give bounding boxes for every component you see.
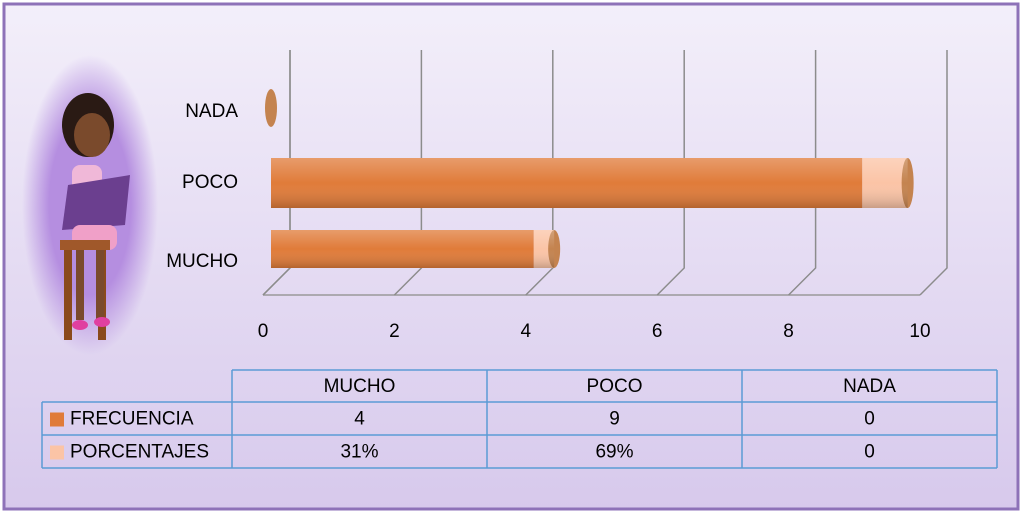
illustration — [22, 55, 158, 355]
y-tick-label: NADA — [185, 101, 238, 122]
grid-line — [919, 50, 948, 296]
table-value: 9 — [609, 409, 620, 430]
table-header: POCO — [587, 376, 643, 397]
x-tick-label: 4 — [521, 321, 532, 342]
bar-cap — [265, 89, 277, 127]
table-value: 0 — [864, 442, 875, 463]
grid-line — [656, 50, 685, 296]
y-tick-label: POCO — [182, 172, 238, 193]
table-value: 4 — [354, 409, 365, 430]
grid-line — [788, 50, 817, 296]
bar-shade — [271, 158, 908, 208]
x-tick-label: 6 — [652, 321, 663, 342]
legend-label: PORCENTAJES — [70, 442, 209, 463]
x-tick-label: 10 — [909, 321, 930, 342]
x-tick-label: 0 — [258, 321, 269, 342]
x-tick-label: 8 — [783, 321, 794, 342]
table-header: MUCHO — [324, 376, 396, 397]
y-tick-label: MUCHO — [166, 251, 238, 272]
x-tick-label: 2 — [389, 321, 400, 342]
table-value: 0 — [864, 409, 875, 430]
table-value: 69% — [595, 442, 633, 463]
legend-swatch — [50, 445, 64, 460]
table-value: 31% — [340, 442, 378, 463]
bar-shade — [271, 230, 555, 268]
legend-swatch — [50, 412, 64, 427]
legend-label: FRECUENCIA — [70, 409, 194, 430]
table-header: NADA — [843, 376, 896, 397]
